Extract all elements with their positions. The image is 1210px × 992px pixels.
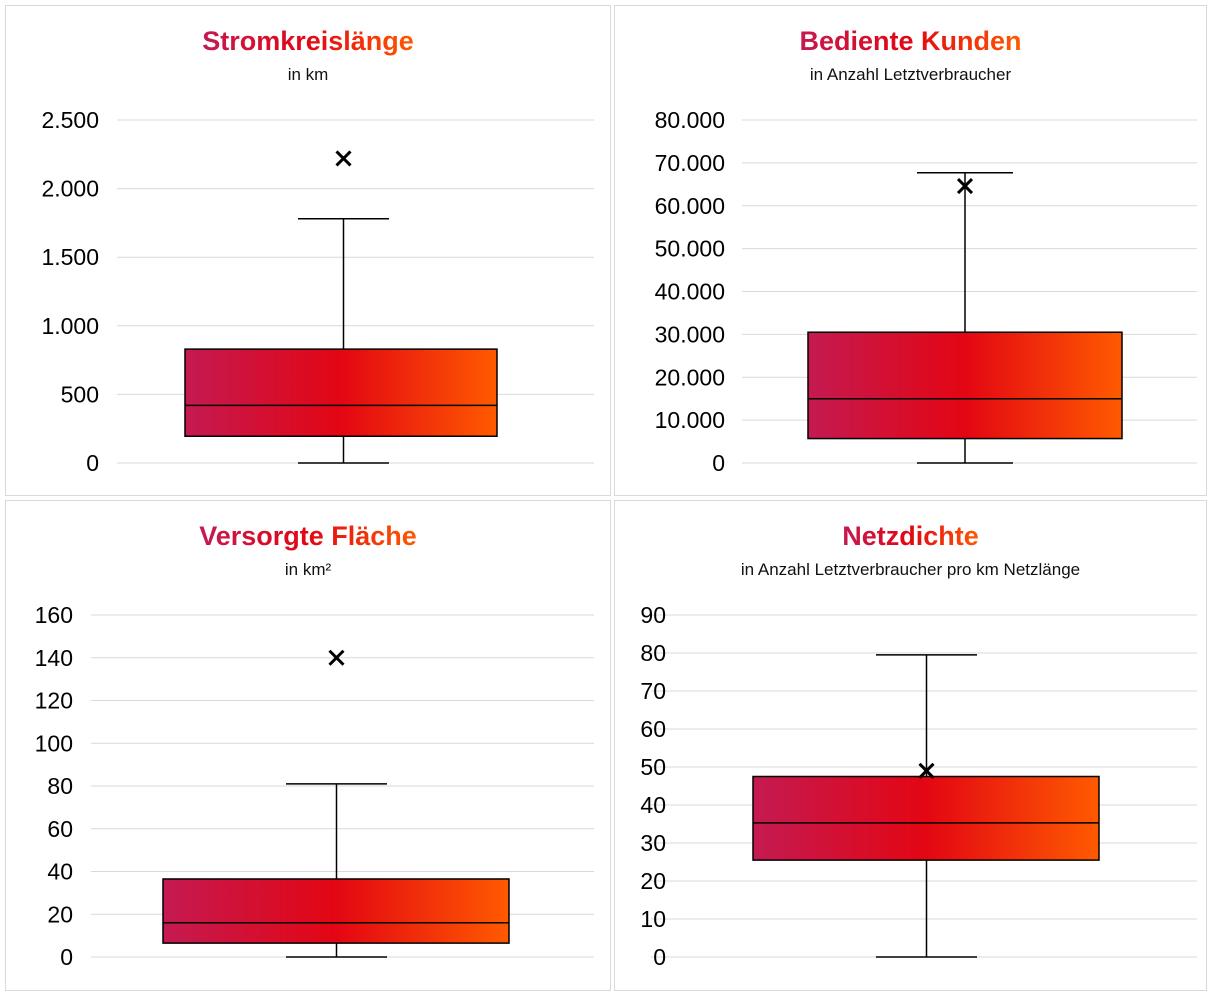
iqr-box (807, 331, 1123, 440)
y-tick-label: 80 (640, 640, 666, 666)
y-tick-label: 60 (47, 816, 73, 842)
y-tick-label: 60.000 (655, 193, 725, 219)
mean-marker (335, 150, 352, 167)
mean-marker (918, 762, 935, 779)
y-tick-label: 2.000 (41, 176, 99, 202)
chart-subtitle: in km (287, 65, 329, 84)
chart-subtitle: in Anzahl Letztverbraucher pro km Netzlä… (740, 560, 1081, 579)
iqr-box (752, 775, 1100, 861)
chart-subtitle: in km² (284, 560, 332, 579)
y-tick-label: 120 (35, 688, 73, 714)
y-tick-label: 80 (47, 773, 73, 799)
y-tick-label: 10 (640, 906, 666, 932)
y-tick-label: 20 (47, 901, 73, 927)
y-tick-label: 500 (61, 381, 99, 407)
chart-panel-versorgte-flaeche: Versorgte Fläche in km² 0 20 40 60 80 100 120 1… (5, 500, 611, 991)
chart-panel-netzdichte: Netzdichte in Anzahl Letztverbraucher pr… (614, 500, 1207, 991)
boxplot-svg: 0 20 40 60 80 100 120 140 160 (35, 602, 594, 970)
chart-panel-stromkreislaenge: Stromkreislänge in km 0 500 1.000 1.500 2.00… (5, 5, 611, 496)
chart-panel-bediente-kunden: Bediente Kunden in Anzahl Letztverbrauch… (614, 5, 1207, 496)
mean-marker (328, 649, 345, 666)
y-tick-label: 60 (640, 716, 666, 742)
y-tick-label: 0 (653, 944, 666, 970)
y-tick-label: 20 (640, 868, 666, 894)
mean-marker (956, 177, 974, 195)
y-tick-label: 1.000 (41, 313, 99, 339)
iqr-box (184, 348, 498, 437)
y-tick-label: 20.000 (655, 364, 725, 390)
y-tick-label: 30 (640, 830, 666, 856)
y-tick-label: 100 (35, 730, 73, 756)
y-tick-label: 80.000 (655, 107, 725, 133)
y-tick-label: 160 (35, 602, 73, 628)
y-tick-label: 50 (640, 754, 666, 780)
y-tick-label: 2.500 (41, 107, 99, 133)
chart-subtitle: in Anzahl Letztverbraucher (809, 65, 1012, 84)
chart-title: Stromkreislänge (202, 26, 414, 56)
chart-title: Netzdichte (842, 521, 979, 551)
iqr-box (162, 878, 510, 944)
boxplot-svg: 0 10 20 30 40 50 60 70 80 90 (640, 602, 1197, 970)
y-tick-label: 40.000 (655, 279, 725, 305)
y-tick-label: 140 (35, 645, 73, 671)
y-tick-label: 0 (712, 450, 725, 476)
y-tick-label: 50.000 (655, 236, 725, 262)
y-tick-label: 30.000 (655, 321, 725, 347)
chart-title: Versorgte Fläche (199, 521, 417, 551)
y-tick-label: 70.000 (655, 150, 725, 176)
y-tick-label: 90 (640, 602, 666, 628)
y-tick-label: 40 (640, 792, 666, 818)
y-tick-label: 70 (640, 678, 666, 704)
boxplot-svg: 0 500 1.000 1.500 2.000 2.500 (41, 107, 594, 476)
y-tick-label: 0 (86, 450, 99, 476)
y-tick-label: 1.500 (41, 244, 99, 270)
y-tick-label: 40 (47, 859, 73, 885)
y-tick-label: 0 (60, 944, 73, 970)
boxplot-svg: 0 10.000 20.000 30.000 40.000 50.000 60.000 70.… (655, 107, 1197, 476)
chart-title: Bediente Kunden (799, 26, 1022, 56)
y-tick-label: 10.000 (655, 407, 725, 433)
